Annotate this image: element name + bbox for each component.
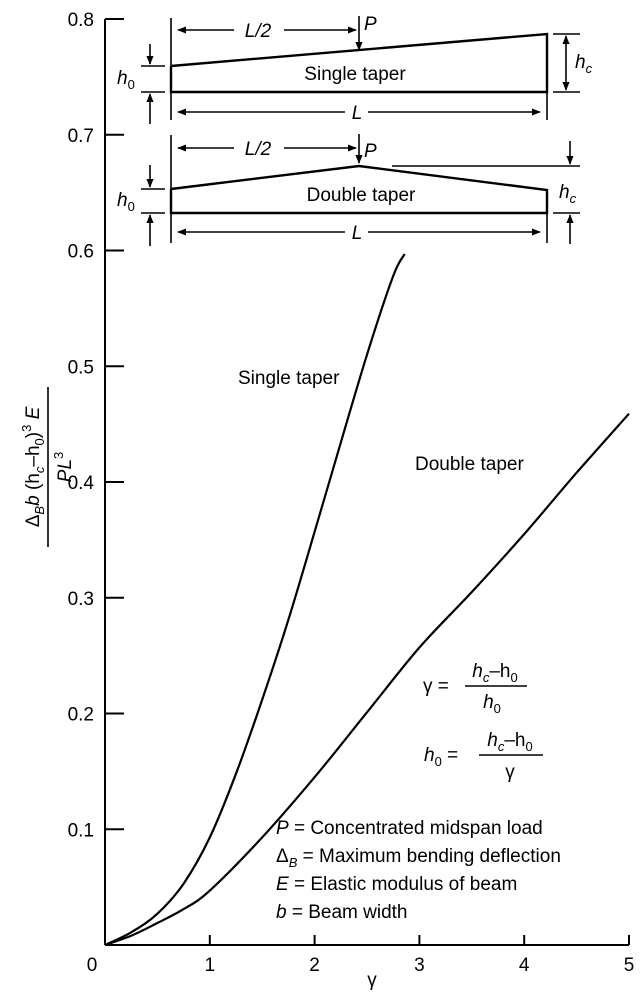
single-load-label: P: [364, 14, 377, 35]
double-span-label: L: [352, 223, 363, 244]
y-axis-label-numerator: ΔBb (hc–h0)3 E: [19, 406, 47, 527]
single-hc-label: hc: [575, 52, 593, 76]
double-h0-label: h0: [117, 190, 135, 214]
double-taper-curve: [104, 412, 630, 947]
definition-p: P = Concentrated midspan load: [276, 818, 543, 839]
definition-b: b = Beam width: [276, 902, 408, 923]
definition-delta-b: ΔB = Maximum bending deflection: [276, 846, 561, 870]
h0-equation-lhs: h0 =: [424, 745, 458, 769]
double-taper-beam: [169, 164, 549, 215]
x-tick-label: 0: [87, 955, 98, 976]
single-taper-beam-label: Single taper: [304, 64, 406, 85]
y-tick-label: 0.6: [68, 242, 94, 263]
single-taper-diagram: Single taper L/2 P L h0 hc: [117, 14, 593, 124]
y-tick-label: 0.8: [68, 10, 94, 31]
y-tick-label: 0.4: [68, 473, 95, 494]
single-h0-label: h0: [117, 68, 135, 92]
single-half-span-label: L/2: [245, 21, 272, 42]
single-taper-curve-label: Single taper: [238, 368, 340, 389]
h0-equation: h0 = hc–h0 γ: [424, 730, 543, 783]
single-taper-curve: [104, 253, 406, 946]
gamma-equation-numerator: hc–h0: [472, 661, 517, 685]
double-half-span-label: L/2: [245, 139, 272, 160]
double-taper-diagram: Double taper L/2 P L h0 hc: [117, 134, 580, 246]
gamma-equation-denominator: h0: [483, 692, 501, 716]
h0-equation-numerator: hc–h0: [487, 730, 532, 754]
definitions-list: P = Concentrated midspan load ΔB = Maxim…: [276, 818, 561, 923]
definition-e: E = Elastic modulus of beam: [276, 874, 517, 895]
y-tick-label: 0.5: [68, 357, 94, 378]
y-ticks: 0.1 0.2 0.3 0.4 0.5 0.6 0.7 0.8: [68, 10, 124, 841]
y-tick-label: 0.3: [68, 589, 94, 610]
x-tick-label: 3: [414, 955, 425, 976]
h0-equation-denominator: γ: [505, 762, 515, 783]
x-tick-label: 5: [624, 955, 635, 976]
x-axis-label: γ: [367, 970, 377, 991]
gamma-equation-lhs: γ =: [423, 676, 449, 697]
y-tick-label: 0.2: [68, 705, 94, 726]
gamma-equation: γ = hc–h0 h0: [423, 661, 527, 716]
y-axis-label-denominator: PL3: [51, 452, 76, 482]
double-taper-beam-label: Double taper: [307, 185, 416, 206]
y-tick-label: 0.1: [68, 820, 94, 841]
x-tick-label: 2: [309, 955, 320, 976]
y-axis-label: ΔBb (hc–h0)3 E PL3: [19, 387, 76, 547]
x-ticks: 0 1 2 3 4 5: [87, 935, 635, 976]
y-tick-label: 0.7: [68, 126, 94, 147]
x-tick-label: 4: [519, 955, 530, 976]
double-hc-label: hc: [559, 182, 577, 206]
double-load-label: P: [364, 141, 377, 162]
x-tick-label: 1: [205, 955, 216, 976]
single-span-label: L: [352, 103, 363, 124]
double-taper-curve-label: Double taper: [415, 454, 524, 475]
